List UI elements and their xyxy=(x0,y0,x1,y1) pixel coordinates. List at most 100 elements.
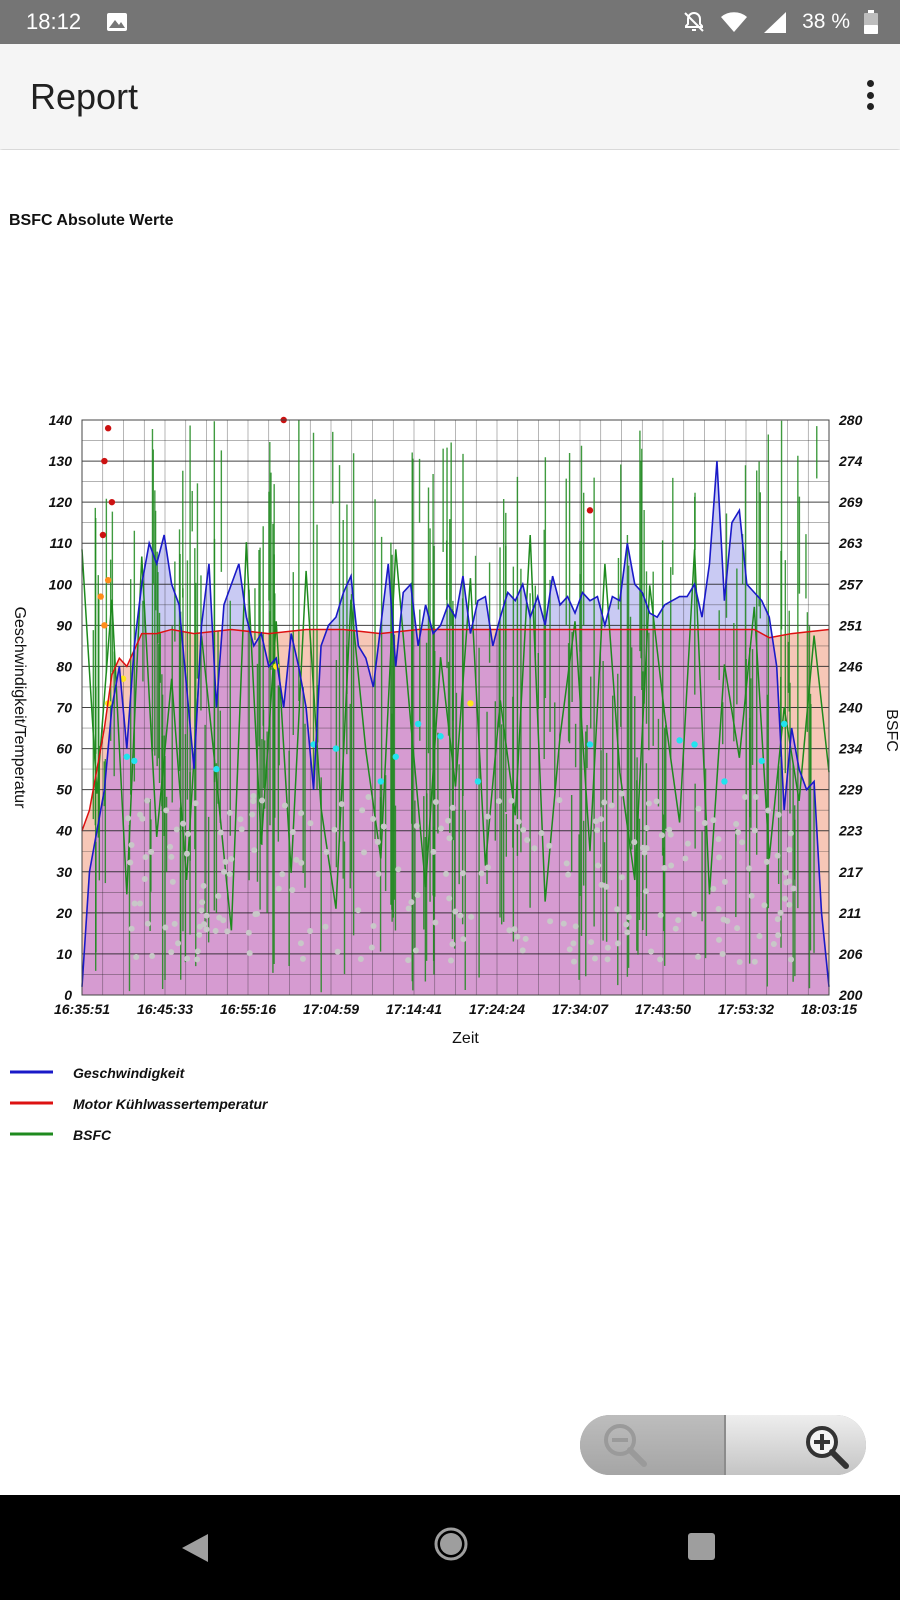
data-point xyxy=(774,916,781,923)
data-point xyxy=(405,957,412,964)
data-point xyxy=(148,848,155,855)
recents-button[interactable] xyxy=(688,1533,715,1560)
data-point xyxy=(603,883,610,890)
report-content: BSFC Absolute Werte 140 130 120 110 100 90 80 7… xyxy=(0,150,900,1495)
y-left-tick-label: 80 xyxy=(56,658,72,674)
overflow-menu-button[interactable] xyxy=(860,77,880,113)
y-right-tick-label: 263 xyxy=(838,535,863,551)
data-point xyxy=(511,926,518,933)
back-button[interactable] xyxy=(180,1532,210,1564)
data-point xyxy=(131,900,138,907)
data-point xyxy=(175,940,182,947)
data-point xyxy=(228,855,235,862)
data-point xyxy=(203,926,210,933)
data-point xyxy=(786,846,793,853)
chart-title: BSFC Absolute Werte xyxy=(9,212,174,229)
page-title: Report xyxy=(30,76,139,117)
data-point xyxy=(370,923,377,930)
data-point xyxy=(203,912,210,919)
x-tick-label: 17:14:41 xyxy=(386,1001,442,1017)
legend-label: Motor Kühlwassertemperatur xyxy=(73,1096,269,1112)
data-point xyxy=(524,837,531,844)
data-point xyxy=(198,907,205,914)
data-point xyxy=(445,817,452,824)
data-point xyxy=(598,816,605,823)
data-point xyxy=(199,899,206,906)
data-point xyxy=(478,870,485,877)
y-left-tick-label: 60 xyxy=(56,741,72,757)
data-point xyxy=(734,925,741,932)
data-point xyxy=(595,862,602,869)
data-point xyxy=(604,956,611,963)
wifi-icon xyxy=(721,12,748,32)
data-point xyxy=(739,839,746,846)
marker-point xyxy=(123,753,131,760)
y-right-tick-label: 251 xyxy=(838,617,863,633)
y-left-tick-label: 110 xyxy=(50,535,73,551)
data-point xyxy=(194,956,201,963)
data-point xyxy=(361,849,368,856)
zoom-out-icon xyxy=(604,1424,647,1467)
x-tick-label: 16:45:33 xyxy=(137,1001,193,1017)
data-point xyxy=(640,844,647,851)
data-point xyxy=(560,920,567,927)
data-point xyxy=(374,839,381,846)
image-notification-icon xyxy=(107,13,127,31)
marker-point xyxy=(467,700,474,707)
data-point xyxy=(648,948,655,955)
data-point xyxy=(357,955,364,962)
data-point xyxy=(412,947,419,954)
marker-point xyxy=(99,531,107,539)
data-point xyxy=(443,870,450,877)
data-point xyxy=(246,950,253,957)
data-point xyxy=(657,912,664,919)
data-point xyxy=(169,878,176,885)
data-point xyxy=(168,949,175,956)
x-axis-label: Zeit xyxy=(452,1030,479,1047)
data-point xyxy=(608,802,615,809)
y-left-tick-label: 100 xyxy=(49,576,73,592)
x-tick-label: 17:43:50 xyxy=(635,1001,691,1017)
y-right-tick-label: 274 xyxy=(838,453,863,469)
y-left-tick-label: 10 xyxy=(56,946,72,962)
data-point xyxy=(221,868,228,875)
data-point xyxy=(514,933,521,940)
home-button[interactable] xyxy=(433,1526,469,1562)
y-right-tick-label: 229 xyxy=(838,782,863,798)
data-point xyxy=(293,856,300,863)
data-point xyxy=(522,935,529,942)
bsfc-spikes xyxy=(92,420,818,993)
data-point xyxy=(432,799,439,806)
data-point xyxy=(566,946,573,953)
marker-point xyxy=(392,753,399,760)
y-left-tick-label: 140 xyxy=(49,412,73,428)
data-point xyxy=(405,905,412,912)
more-vert-icon xyxy=(866,80,874,87)
data-point xyxy=(592,818,599,825)
data-point xyxy=(194,948,201,955)
battery-percent: 38 % xyxy=(802,10,850,33)
data-point xyxy=(279,871,286,878)
zoom-in-button[interactable] xyxy=(726,1415,866,1475)
data-point xyxy=(591,955,598,962)
data-point xyxy=(395,866,402,873)
y-left-tick-label: 70 xyxy=(56,700,72,716)
bsfc-line xyxy=(81,534,830,931)
data-point xyxy=(449,804,456,811)
data-point xyxy=(614,940,621,947)
data-point xyxy=(380,823,387,830)
data-point xyxy=(468,913,475,920)
data-point xyxy=(751,827,758,834)
data-point xyxy=(368,944,375,951)
zoom-out-button[interactable] xyxy=(580,1415,726,1475)
data-point xyxy=(484,864,491,871)
data-point xyxy=(657,956,664,963)
data-point xyxy=(446,835,453,842)
data-point xyxy=(365,793,372,800)
data-point xyxy=(201,921,208,928)
data-point xyxy=(238,826,245,833)
data-point xyxy=(162,924,169,931)
data-point xyxy=(251,847,258,854)
data-point xyxy=(457,912,464,919)
data-point xyxy=(710,817,717,824)
